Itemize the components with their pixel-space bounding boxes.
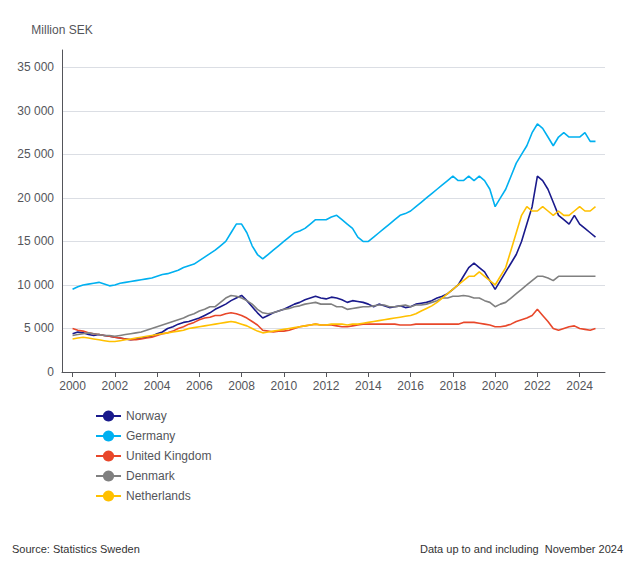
- svg-text:United Kingdom: United Kingdom: [126, 449, 211, 463]
- svg-text:Denmark: Denmark: [126, 469, 176, 483]
- svg-text:15 000: 15 000: [17, 234, 54, 248]
- svg-text:2022: 2022: [524, 379, 551, 393]
- svg-text:2012: 2012: [313, 379, 340, 393]
- svg-text:2018: 2018: [440, 379, 467, 393]
- svg-text:35 000: 35 000: [17, 60, 54, 74]
- svg-text:2006: 2006: [186, 379, 213, 393]
- svg-text:2010: 2010: [270, 379, 297, 393]
- svg-text:Data up to and including Nove: Data up to and including November 2024: [420, 543, 623, 555]
- svg-text:2000: 2000: [59, 379, 86, 393]
- svg-text:Norway: Norway: [126, 409, 167, 423]
- svg-text:2016: 2016: [397, 379, 424, 393]
- svg-text:Germany: Germany: [126, 429, 175, 443]
- svg-text:Source: Statistics Sweden: Source: Statistics Sweden: [12, 543, 140, 555]
- svg-text:2008: 2008: [228, 379, 255, 393]
- svg-text:5 000: 5 000: [24, 321, 54, 335]
- svg-text:20 000: 20 000: [17, 191, 54, 205]
- svg-text:2020: 2020: [482, 379, 509, 393]
- svg-text:2002: 2002: [101, 379, 128, 393]
- svg-text:10 000: 10 000: [17, 278, 54, 292]
- svg-text:2004: 2004: [144, 379, 171, 393]
- svg-text:2014: 2014: [355, 379, 382, 393]
- svg-text:Million SEK: Million SEK: [31, 23, 92, 37]
- svg-text:0: 0: [47, 365, 54, 379]
- svg-text:30 000: 30 000: [17, 104, 54, 118]
- svg-text:Netherlands: Netherlands: [126, 489, 191, 503]
- svg-text:2024: 2024: [566, 379, 593, 393]
- svg-text:25 000: 25 000: [17, 147, 54, 161]
